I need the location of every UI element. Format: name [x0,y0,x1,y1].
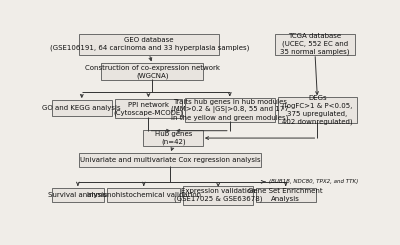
FancyBboxPatch shape [80,153,261,167]
FancyBboxPatch shape [101,63,204,80]
FancyBboxPatch shape [52,100,112,116]
Text: GO and KEGG analysis: GO and KEGG analysis [42,105,121,111]
Text: TCGA database
(UCEC, 552 EC and
35 normal samples): TCGA database (UCEC, 552 EC and 35 norma… [280,34,350,55]
Text: PPI network
(Cytoscape-MCODE): PPI network (Cytoscape-MCODE) [114,102,184,116]
Text: (BUB1B, NDC80, TPX2, and TTK): (BUB1B, NDC80, TPX2, and TTK) [268,179,358,184]
FancyBboxPatch shape [143,130,204,146]
Text: Gene Set Enrichment
Analysis: Gene Set Enrichment Analysis [248,188,323,202]
FancyBboxPatch shape [256,188,316,202]
Text: Hub genes
(n=42): Hub genes (n=42) [154,131,192,145]
FancyBboxPatch shape [185,98,275,122]
FancyBboxPatch shape [52,188,104,202]
FancyBboxPatch shape [115,99,182,118]
Text: GEO database
(GSE106191, 64 carcinoma and 33 hyperplasia samples): GEO database (GSE106191, 64 carcinoma an… [50,37,249,51]
FancyBboxPatch shape [275,34,355,55]
Text: Construction of co-expression network
(WGCNA): Construction of co-expression network (W… [85,65,220,79]
FancyBboxPatch shape [183,186,253,205]
FancyBboxPatch shape [278,97,357,123]
Text: Univariate and multivariate Cox regression analysis: Univariate and multivariate Cox regressi… [80,157,260,163]
Text: Traits hub genes in hub modules
(MM>0.2 & |GS|>0.8, 55 and 177
in the yellow and: Traits hub genes in hub modules (MM>0.2 … [171,99,289,121]
Text: Survival analysis: Survival analysis [48,192,107,198]
Text: Expression validation
(GSE17025 & GSE63678): Expression validation (GSE17025 & GSE636… [174,188,262,202]
FancyBboxPatch shape [80,34,219,55]
FancyBboxPatch shape [107,188,180,202]
Text: Immunohistochemical validation: Immunohistochemical validation [87,192,201,198]
Text: DEGs
(logFC>1 & P<0.05,
375 upregulated,
402 downregulated): DEGs (logFC>1 & P<0.05, 375 upregulated,… [282,95,353,125]
